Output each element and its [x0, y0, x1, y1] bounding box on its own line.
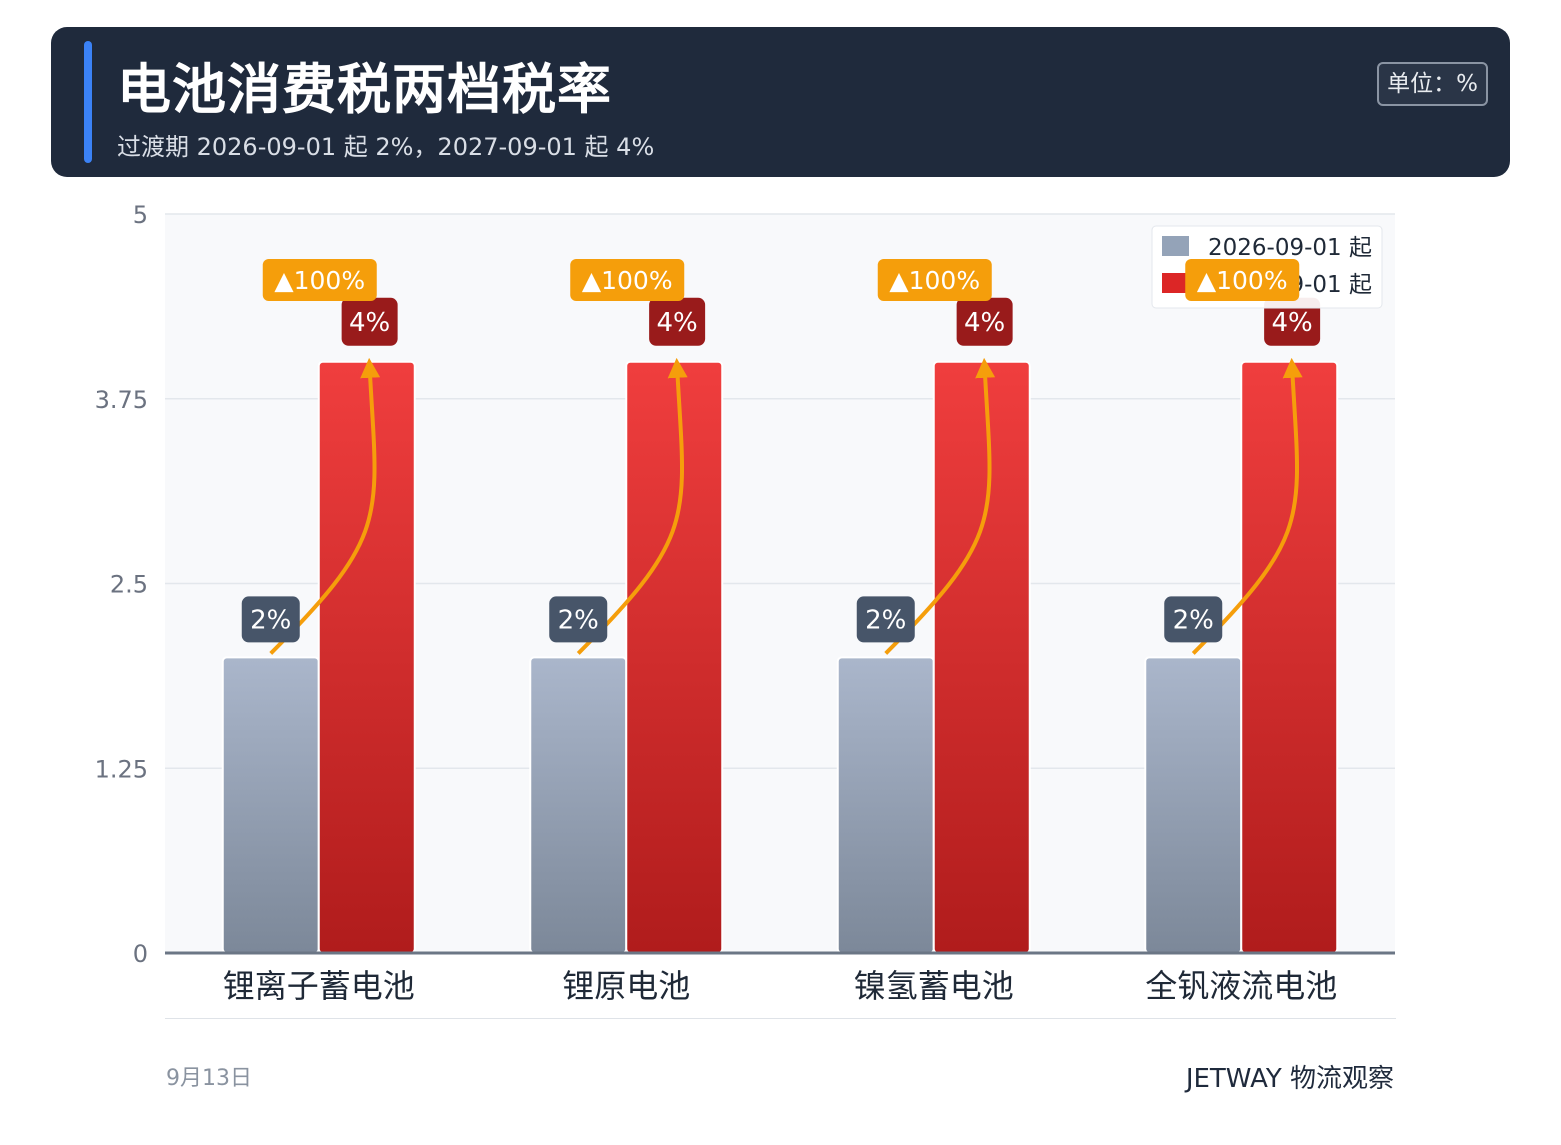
data-label-series1: 2%: [558, 605, 599, 635]
x-tick-label: 锂原电池: [562, 967, 690, 1005]
data-label-series1: 2%: [250, 605, 291, 635]
legend-swatch-series1: [1162, 236, 1189, 256]
data-label-series2: 4%: [349, 308, 390, 338]
footer-brand: JETWAY 物流观察: [1185, 1064, 1394, 1094]
y-tick-label: 1.25: [95, 755, 148, 783]
data-label-bg: [241, 596, 300, 643]
data-label-bg: [856, 596, 915, 643]
header-accent-bar: [84, 41, 92, 163]
change-badge-bg: [877, 259, 992, 301]
change-arrow: [1191, 357, 1303, 655]
y-tick-label: 2.5: [110, 571, 148, 599]
chart-subtitle: 过渡期 2026-09-01 起 2%，2027-09-01 起 4%: [117, 133, 655, 161]
data-label-bg: [549, 596, 608, 643]
change-arrow: [269, 357, 381, 655]
bar-series1: [529, 656, 628, 955]
data-label-series2: 4%: [964, 308, 1005, 338]
unit-badge: 单位：%: [1377, 62, 1488, 106]
data-label-series1: 2%: [1173, 605, 1214, 635]
data-label-bg: [1164, 596, 1223, 643]
bar-series2: [317, 360, 416, 954]
change-badge-label: ▲100%: [889, 266, 980, 295]
change-badge-label: ▲100%: [274, 266, 365, 295]
data-label-bg: [341, 297, 398, 346]
y-tick-label: 5: [133, 201, 148, 229]
change-badge-label: ▲100%: [1197, 266, 1288, 295]
bar-series1: [836, 656, 935, 955]
chart-title: 电池消费税两档税率: [117, 58, 612, 121]
footer-divider: [165, 1018, 1396, 1019]
bar-series1: [1144, 656, 1243, 955]
change-arrow: [576, 357, 688, 655]
bar-series2: [625, 360, 724, 954]
data-label-series2: 4%: [1272, 308, 1313, 338]
y-tick-label: 3.75: [95, 386, 148, 414]
bar-series2: [1240, 360, 1339, 954]
bar-series2: [932, 360, 1031, 954]
change-badge-bg: [262, 259, 377, 301]
x-tick-label: 全钒液流电池: [1145, 967, 1337, 1005]
legend-swatch-series2: [1162, 273, 1189, 293]
change-badge-bg: [570, 259, 685, 301]
change-arrow: [884, 357, 996, 655]
y-tick-label: 0: [133, 940, 148, 968]
x-tick-label: 锂离子蓄电池: [223, 967, 415, 1005]
change-badge-label: ▲100%: [582, 266, 673, 295]
footer-date: 9月13日: [166, 1066, 252, 1091]
change-badge-bg: [1185, 259, 1300, 301]
data-label-bg: [1264, 297, 1321, 346]
x-tick-label: 镍氢蓄电池: [854, 967, 1014, 1005]
legend-label-series1: 2026-09-01 起: [1208, 235, 1372, 261]
data-label-series1: 2%: [865, 605, 906, 635]
bar-series1: [221, 656, 320, 955]
data-label-series2: 4%: [657, 308, 698, 338]
data-label-bg: [956, 297, 1013, 346]
header-banner: 电池消费税两档税率 过渡期 2026-09-01 起 2%，2027-09-01…: [51, 27, 1510, 177]
data-label-bg: [649, 297, 706, 346]
